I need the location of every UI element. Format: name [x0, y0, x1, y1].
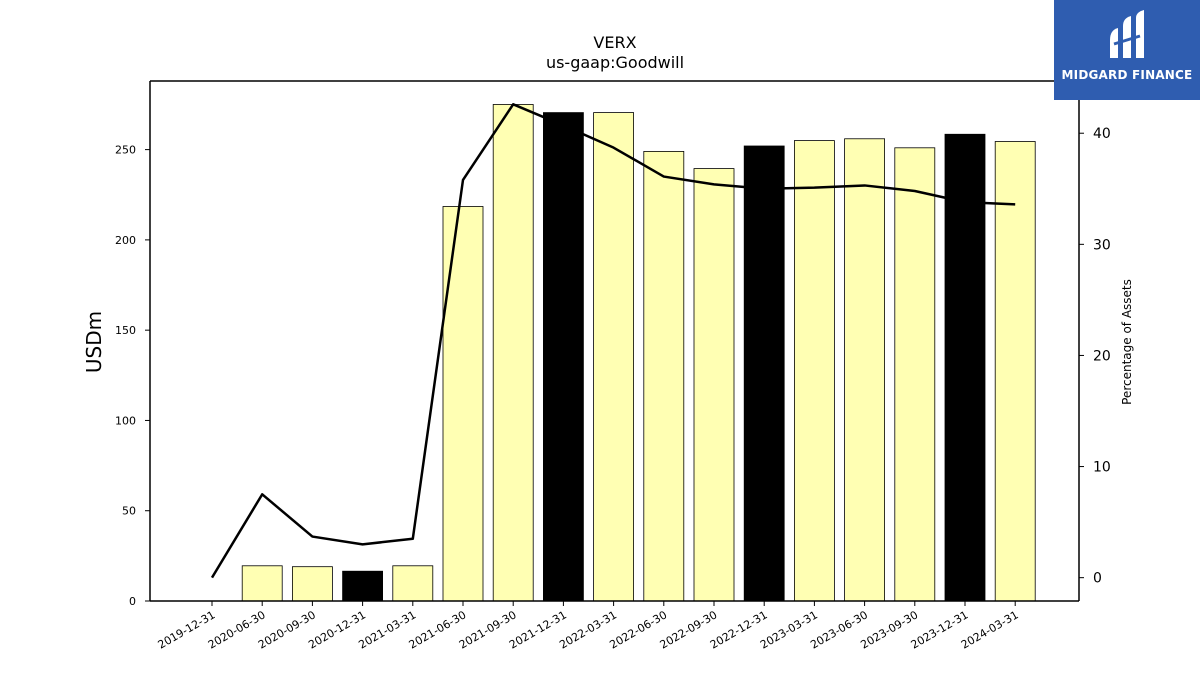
y-tick-label: 50 [122, 505, 136, 518]
bar-2020-09-30 [291, 566, 333, 602]
y2-tick-label: 0 [1093, 571, 1102, 587]
midgard-finance-logo: MIDGARD FINANCE [1054, 0, 1200, 100]
bar-2023-03-31 [794, 140, 835, 602]
y2-tick-label: 30 [1093, 237, 1111, 253]
x-tick-label: 2024-03-31 [959, 608, 1021, 651]
line-group [210, 103, 1016, 579]
bar-2022-12-31 [743, 145, 785, 602]
bar-2021-09-30 [492, 104, 534, 602]
bar-2023-09-30 [894, 147, 936, 602]
y-axis-label: USDm [82, 311, 106, 373]
bar-2023-12-31 [944, 133, 986, 602]
bar-2020-06-30 [241, 565, 283, 602]
chart-title: VERX [593, 33, 636, 52]
bars-group [241, 104, 1036, 602]
bar-2020-12-31 [342, 570, 384, 602]
bar-2022-03-31 [593, 112, 634, 602]
bar-2021-06-30 [442, 206, 484, 602]
logo-text: MIDGARD FINANCE [1061, 68, 1193, 82]
bar-2024-03-31 [994, 141, 1036, 602]
bar-2021-12-31 [543, 112, 584, 602]
bar-2022-06-30 [643, 151, 685, 602]
bar-2023-06-30 [844, 138, 885, 602]
y2-tick-label: 40 [1093, 126, 1111, 142]
y-tick-label: 100 [115, 414, 136, 427]
chart-subtitle: us-gaap:Goodwill [546, 53, 684, 72]
y2-tick-label: 20 [1093, 348, 1111, 364]
y-tick-label: 150 [115, 324, 136, 337]
bar-2021-03-31 [392, 565, 434, 602]
percentage-of-assets-line [210, 103, 1016, 579]
y-tick-label: 0 [129, 595, 136, 608]
bar-2022-09-30 [693, 168, 735, 602]
y-tick-label: 200 [115, 234, 136, 247]
y2-axis-label: Percentage of Assets [1120, 279, 1134, 405]
y2-tick-label: 10 [1093, 460, 1111, 476]
y-tick-label: 250 [115, 144, 136, 157]
midgard-logo-icon [1110, 10, 1144, 58]
